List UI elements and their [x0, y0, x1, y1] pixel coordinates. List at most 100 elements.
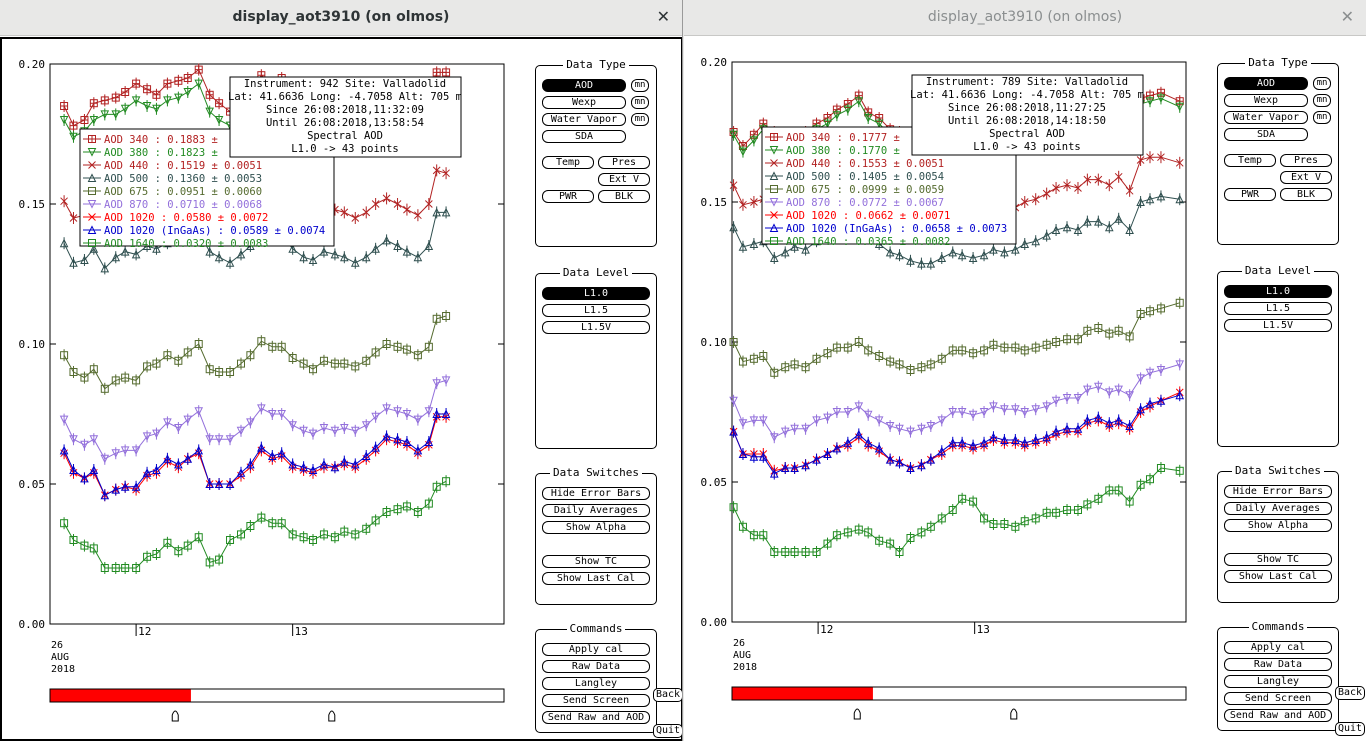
legend-marker [87, 173, 97, 182]
water-vapor-mn-toggle[interactable]: mn [1313, 111, 1331, 124]
level-l15v-button[interactable]: L1.5V [542, 321, 650, 334]
window-title: display_aot3910 (on olmos) [927, 9, 1123, 25]
data-point [823, 349, 832, 358]
data-point [812, 548, 821, 556]
data-point [843, 343, 852, 352]
data-point [759, 531, 768, 540]
quit-button[interactable]: Quit [1335, 722, 1366, 736]
aod-button[interactable]: AOD [1224, 77, 1308, 90]
wexp-mn-toggle[interactable]: mn [1313, 94, 1331, 107]
series-aod-1640 [60, 475, 451, 574]
send-screen-button[interactable]: Send Screen [542, 694, 650, 707]
level-l10-button[interactable]: L1.0 [542, 287, 650, 300]
pres-button[interactable]: Pres [598, 156, 650, 169]
data-point [749, 136, 759, 146]
data-point [1063, 181, 1071, 190]
water-vapor-button[interactable]: Water Vapor [542, 113, 626, 126]
data-point [371, 442, 380, 452]
data-point [1157, 153, 1165, 162]
daily-averages-button[interactable]: Daily Averages [542, 504, 650, 517]
aod-mn-toggle[interactable]: mn [631, 79, 649, 92]
data-point [1104, 418, 1114, 428]
back-button[interactable]: Back [1335, 686, 1366, 700]
data-point [80, 541, 89, 550]
apply-cal-button[interactable]: Apply cal [1224, 641, 1332, 654]
data-point [1125, 391, 1134, 400]
raw-data-button[interactable]: Raw Data [542, 660, 650, 673]
show-alpha-button[interactable]: Show Alpha [542, 521, 650, 534]
close-icon[interactable]: ✕ [1340, 7, 1354, 26]
blk-button[interactable]: BLK [1280, 188, 1332, 201]
show-tc-button[interactable]: Show TC [1224, 553, 1332, 566]
data-point [1020, 408, 1030, 417]
show-tc-button[interactable]: Show TC [542, 555, 650, 568]
data-point [100, 110, 110, 120]
data-point [926, 522, 935, 531]
level-l15-button[interactable]: L1.5 [542, 304, 650, 317]
data-point [257, 513, 266, 522]
data-point [174, 547, 183, 556]
aod-mn-toggle[interactable]: mn [1313, 77, 1331, 90]
legend-entry: AOD 870 : 0.0772 ± 0.0067 [786, 197, 944, 209]
data-point [738, 522, 747, 531]
pres-button[interactable]: Pres [1280, 154, 1332, 167]
quit-button[interactable]: Quit [653, 724, 682, 738]
data-point [371, 516, 380, 525]
wexp-mn-toggle[interactable]: mn [631, 96, 649, 109]
pwr-button[interactable]: PWR [1224, 188, 1276, 201]
data-point-cross [215, 99, 223, 107]
blk-button[interactable]: BLK [598, 190, 650, 203]
apply-cal-button[interactable]: Apply cal [542, 643, 650, 656]
sda-button[interactable]: SDA [542, 130, 626, 143]
data-point [163, 454, 172, 463]
send-screen-button[interactable]: Send Screen [1224, 692, 1332, 705]
send-raw-and-aod-button[interactable]: Send Raw and AOD [542, 711, 650, 724]
ext-v-button[interactable]: Ext V [598, 173, 650, 186]
temp-button[interactable]: Temp [542, 156, 594, 169]
data-point [906, 366, 915, 374]
close-icon[interactable]: ✕ [656, 7, 670, 26]
hide-error-bars-button[interactable]: Hide Error Bars [1224, 485, 1332, 498]
data-point [142, 432, 152, 442]
level-l15-button[interactable]: L1.5 [1224, 302, 1332, 315]
langley-button[interactable]: Langley [542, 677, 650, 690]
sda-button[interactable]: SDA [1224, 128, 1308, 141]
wexp-button[interactable]: Wexp [542, 96, 626, 109]
langley-button[interactable]: Langley [1224, 675, 1332, 688]
data-point [371, 348, 380, 357]
ext-v-button[interactable]: Ext V [1280, 171, 1332, 184]
show-alpha-button[interactable]: Show Alpha [1224, 519, 1332, 532]
aod-button[interactable]: AOD [542, 79, 626, 92]
legend-entry: AOD 340 : 0.1777 ± [786, 132, 900, 144]
water-vapor-mn-toggle[interactable]: mn [631, 113, 649, 126]
data-point [215, 555, 224, 564]
show-last-cal-button[interactable]: Show Last Cal [542, 572, 650, 585]
level-l15v-button[interactable]: L1.5V [1224, 319, 1332, 332]
data-point [1062, 424, 1072, 433]
level-l10-button[interactable]: L1.0 [1224, 285, 1332, 298]
data-point [843, 528, 852, 537]
send-raw-and-aod-button[interactable]: Send Raw and AOD [1224, 709, 1332, 722]
series-aod-870 [59, 374, 451, 465]
data-point [1042, 189, 1051, 198]
data-point [968, 440, 978, 450]
data-point [917, 528, 926, 537]
wexp-button[interactable]: Wexp [1224, 94, 1308, 107]
title-bar[interactable]: display_aot3910 (on olmos) ✕ [0, 0, 682, 36]
temp-button[interactable]: Temp [1224, 154, 1276, 167]
raw-data-button[interactable]: Raw Data [1224, 658, 1332, 671]
title-bar[interactable]: display_aot3910 (on olmos) ✕ [684, 0, 1366, 36]
daily-averages-button[interactable]: Daily Averages [1224, 502, 1332, 515]
data-point [205, 558, 214, 567]
data-point [120, 482, 130, 491]
data-point [812, 354, 821, 363]
pwr-button[interactable]: PWR [542, 190, 594, 203]
data-point [937, 416, 947, 426]
water-vapor-button[interactable]: Water Vapor [1224, 111, 1308, 124]
hide-error-bars-button[interactable]: Hide Error Bars [542, 487, 650, 500]
data-point-cross [195, 66, 203, 74]
back-button[interactable]: Back [653, 688, 682, 702]
show-last-cal-button[interactable]: Show Last Cal [1224, 570, 1332, 583]
data-point [937, 446, 947, 456]
